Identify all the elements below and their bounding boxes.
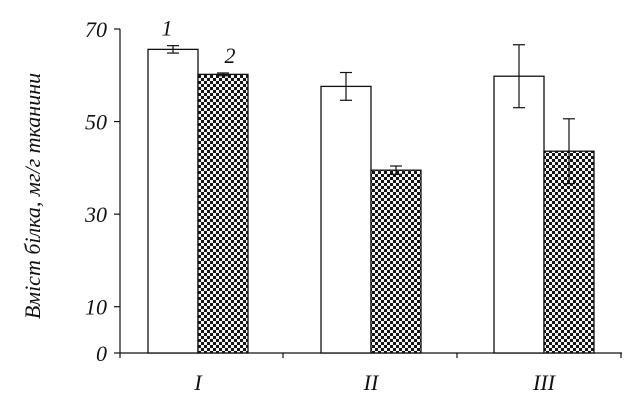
bar-II-series-2 — [370, 169, 422, 354]
y-tick-label: 0 — [96, 341, 107, 366]
x-tick-label: I — [193, 370, 203, 393]
y-tick-label: 10 — [85, 295, 107, 320]
bar-I-series-2 — [197, 73, 249, 354]
axes: 0 10 30 50 70 — [84, 17, 622, 366]
series-label: 2 — [225, 43, 236, 68]
bar-I-series-1 — [147, 48, 199, 354]
x-tick-label: III — [532, 370, 557, 393]
bar-II-series-1 — [320, 85, 372, 354]
bar-III-series-2 — [543, 150, 595, 354]
series-label: 1 — [162, 16, 173, 41]
y-tick-label: 50 — [85, 110, 107, 135]
bar-III-series-1 — [493, 75, 545, 354]
y-tick-label: 30 — [84, 202, 107, 227]
y-axis-title: Вміст білка, мг/г тканини — [20, 73, 45, 319]
bars — [147, 44, 595, 354]
y-tick-label: 70 — [85, 17, 107, 42]
x-tick-label: II — [363, 370, 380, 393]
